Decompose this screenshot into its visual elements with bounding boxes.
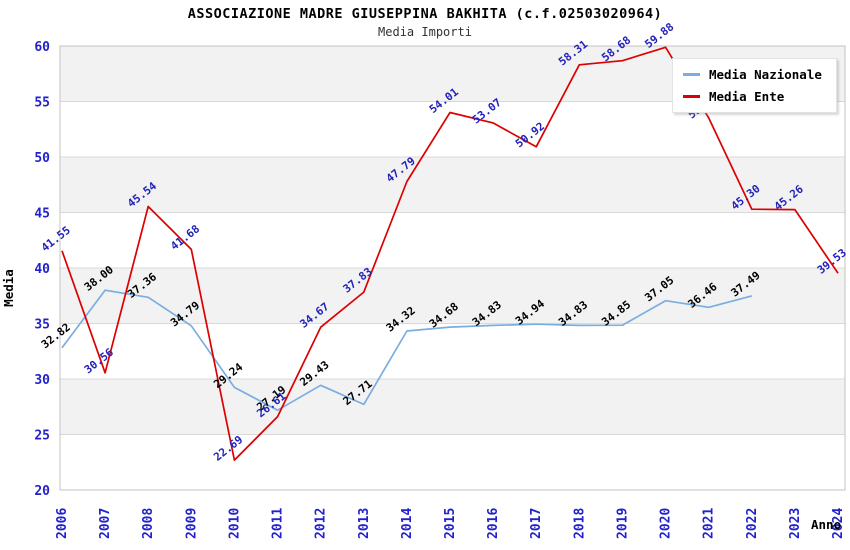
grid-band [60,379,845,435]
x-axis-title: Anno [811,517,841,532]
x-tick-label: 2006 [55,508,70,539]
y-tick-label: 20 [34,484,50,499]
x-tick-label: 2012 [314,508,329,539]
y-axis-title: Media [1,269,16,307]
media-ente-line-swatch [683,95,700,98]
y-tick-label: 50 [34,151,50,166]
y-tick-label: 45 [34,207,50,222]
x-tick-label: 2016 [486,508,501,539]
legend-item-media-ente: Media Ente [683,89,822,104]
chart-title: ASSOCIAZIONE MADRE GIUSEPPINA BAKHITA (c… [187,6,663,22]
grid-band [60,268,845,324]
x-tick-label: 2024 [831,508,846,539]
x-tick-label: 2019 [615,508,630,539]
x-tick-label: 2017 [529,508,544,539]
media-nazionale-line-swatch [683,73,700,76]
series-line-media-nazionale [61,289,753,412]
grid-band [60,434,845,490]
y-tick-label: 55 [34,96,50,111]
grid-band [60,212,845,268]
x-tick-label: 2009 [184,508,199,539]
legend: Media Nazionale Media Ente [672,58,837,113]
x-tick-label: 2023 [788,508,803,539]
x-tick-label: 2015 [443,508,458,539]
grid-band [60,157,845,213]
x-tick-label: 2013 [357,508,372,539]
legend-item-media-nazionale: Media Nazionale [683,67,822,82]
x-tick-label: 2014 [400,508,415,539]
y-tick-label: 35 [34,318,50,333]
y-tick-label: 25 [34,429,50,444]
y-tick-label: 30 [34,373,50,388]
series-line-media-ente [61,46,839,461]
x-tick-label: 2010 [227,508,242,539]
x-tick-label: 2021 [702,508,717,539]
legend-label: Media Ente [709,89,785,104]
y-tick-label: 60 [34,40,50,55]
x-tick-label: 2008 [141,508,156,539]
chart-subtitle: Media Importi [378,25,472,39]
x-tick-label: 2022 [745,508,760,539]
plot-border [59,45,846,491]
legend-label: Media Nazionale [709,67,822,82]
x-tick-label: 2018 [572,508,587,539]
x-tick-label: 2007 [98,508,113,539]
x-tick-label: 2020 [659,508,674,539]
x-tick-label: 2011 [271,508,286,539]
grid-band [60,323,845,379]
y-tick-label: 40 [34,262,50,277]
